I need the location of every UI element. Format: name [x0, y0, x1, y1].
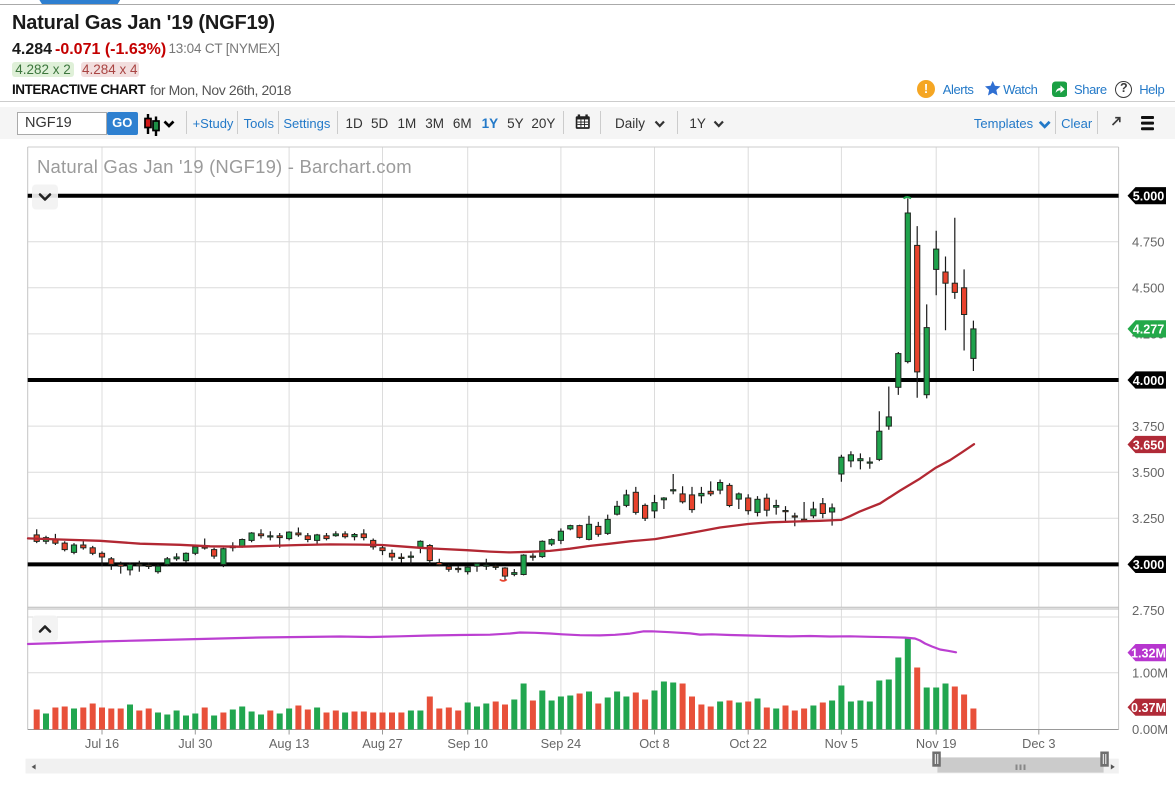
svg-text:Jul 30: Jul 30 [178, 736, 212, 751]
svg-text:5.000: 5.000 [1133, 190, 1165, 204]
svg-text:Oct 8: Oct 8 [639, 736, 670, 751]
svg-text:Aug 13: Aug 13 [269, 736, 310, 751]
svg-text:Natural Gas Jan '19 (NGF19) -: Natural Gas Jan '19 (NGF19) - Barchart.c… [37, 156, 412, 177]
svg-text:Sep 10: Sep 10 [447, 736, 488, 751]
svg-text:3.750: 3.750 [1132, 419, 1165, 434]
svg-text:Aug 27: Aug 27 [362, 736, 403, 751]
svg-text:2.750: 2.750 [1132, 603, 1165, 618]
svg-text:3.000: 3.000 [1133, 558, 1165, 572]
svg-text:3.250: 3.250 [1132, 511, 1165, 526]
svg-text:Jul 16: Jul 16 [85, 736, 119, 751]
svg-text:3.650: 3.650 [1133, 438, 1165, 452]
svg-text:4.750: 4.750 [1132, 235, 1165, 250]
svg-text:Dec 3: Dec 3 [1022, 736, 1055, 751]
svg-text:Nov 5: Nov 5 [825, 736, 858, 751]
svg-text:1.32M: 1.32M [1131, 646, 1166, 660]
svg-text:Sep 24: Sep 24 [541, 736, 582, 751]
svg-text:Nov 19: Nov 19 [916, 736, 957, 751]
svg-text:Oct 22: Oct 22 [729, 736, 767, 751]
svg-text:4.500: 4.500 [1132, 281, 1165, 296]
svg-text:1.00M: 1.00M [1132, 666, 1168, 681]
svg-text:4.277: 4.277 [1133, 323, 1165, 337]
svg-text:3.500: 3.500 [1132, 465, 1165, 480]
svg-text:0.37M: 0.37M [1131, 701, 1166, 715]
svg-text:0.00M: 0.00M [1132, 722, 1168, 737]
svg-text:4.000: 4.000 [1133, 374, 1165, 388]
